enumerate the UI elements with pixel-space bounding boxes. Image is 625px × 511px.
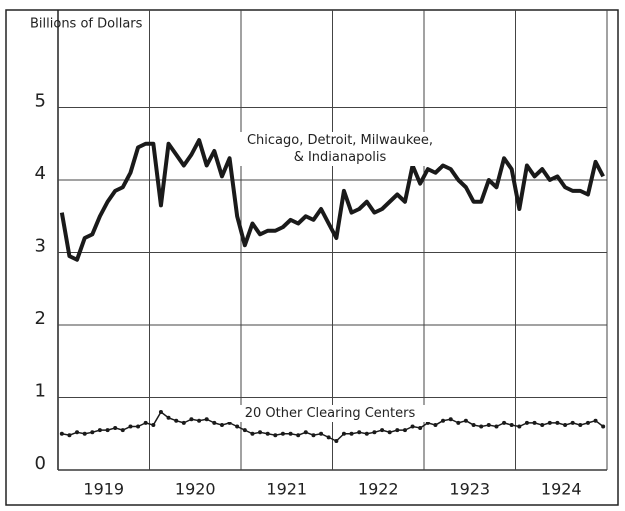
series-label: Chicago, Detroit, Milwaukee, & Indianapo… <box>240 132 440 166</box>
point <box>601 424 606 429</box>
x-tick-label: 1922 <box>358 480 399 499</box>
point <box>258 430 263 435</box>
point <box>158 410 163 414</box>
point <box>555 420 560 425</box>
point <box>486 423 491 428</box>
point <box>563 423 568 428</box>
point <box>341 431 346 436</box>
point <box>204 417 209 422</box>
point <box>296 433 301 438</box>
y-tick-label: 1 <box>35 381 46 402</box>
point <box>59 431 64 436</box>
point <box>82 431 87 436</box>
point <box>585 420 590 425</box>
point <box>349 431 354 436</box>
point <box>372 430 377 435</box>
point <box>395 428 400 433</box>
point <box>441 418 446 423</box>
point <box>502 420 507 425</box>
point <box>136 424 141 429</box>
point <box>181 420 186 425</box>
point <box>494 424 499 429</box>
x-tick-label: 1923 <box>449 480 490 499</box>
point <box>219 423 224 428</box>
point <box>151 423 156 428</box>
frame <box>5 9 619 506</box>
point <box>410 424 415 429</box>
point <box>265 431 270 436</box>
point <box>143 420 148 425</box>
point <box>75 430 80 435</box>
point <box>364 431 369 436</box>
point <box>189 417 194 422</box>
point <box>280 431 285 436</box>
point <box>433 423 438 428</box>
point <box>578 423 583 428</box>
point <box>532 420 537 425</box>
point <box>67 433 72 438</box>
point <box>197 418 202 423</box>
point <box>402 428 407 433</box>
point <box>319 431 324 436</box>
point <box>547 420 552 425</box>
point <box>334 439 339 443</box>
y-tick-label: 4 <box>35 163 46 184</box>
point <box>242 428 247 433</box>
point <box>235 424 240 429</box>
point <box>593 418 598 423</box>
point <box>479 424 484 429</box>
point <box>471 423 476 428</box>
x-tick-label: 1921 <box>266 480 307 499</box>
point <box>174 418 179 423</box>
point <box>128 424 133 429</box>
series-label: 20 Other Clearing Centers <box>225 405 435 422</box>
point <box>273 433 278 438</box>
point <box>357 430 362 435</box>
point <box>456 420 461 425</box>
point <box>448 417 453 422</box>
point <box>90 430 95 435</box>
series-line <box>59 138 605 262</box>
point <box>517 424 522 429</box>
point <box>212 420 217 425</box>
point <box>311 433 316 438</box>
point <box>113 425 118 430</box>
y-tick-label: 3 <box>35 236 46 257</box>
point <box>540 423 545 428</box>
point <box>463 418 468 423</box>
x-tick-label: 1920 <box>175 480 216 499</box>
y-tick-label: 2 <box>35 308 46 329</box>
point <box>524 420 529 425</box>
point <box>570 420 575 425</box>
point <box>418 425 423 430</box>
x-tick-label: 1919 <box>83 480 124 499</box>
point <box>326 435 331 440</box>
point <box>250 431 255 436</box>
point <box>120 428 125 433</box>
point <box>380 428 385 433</box>
point <box>97 428 102 433</box>
y-tick-label: 5 <box>35 91 46 112</box>
point <box>105 428 110 433</box>
y-axis-label: Billions of Dollars <box>30 17 143 32</box>
x-tick-label: 1924 <box>541 480 582 499</box>
point <box>288 431 293 436</box>
point <box>166 415 171 420</box>
point <box>509 423 514 428</box>
y-tick-label: 0 <box>35 453 46 474</box>
point <box>303 430 308 435</box>
point <box>387 430 392 435</box>
